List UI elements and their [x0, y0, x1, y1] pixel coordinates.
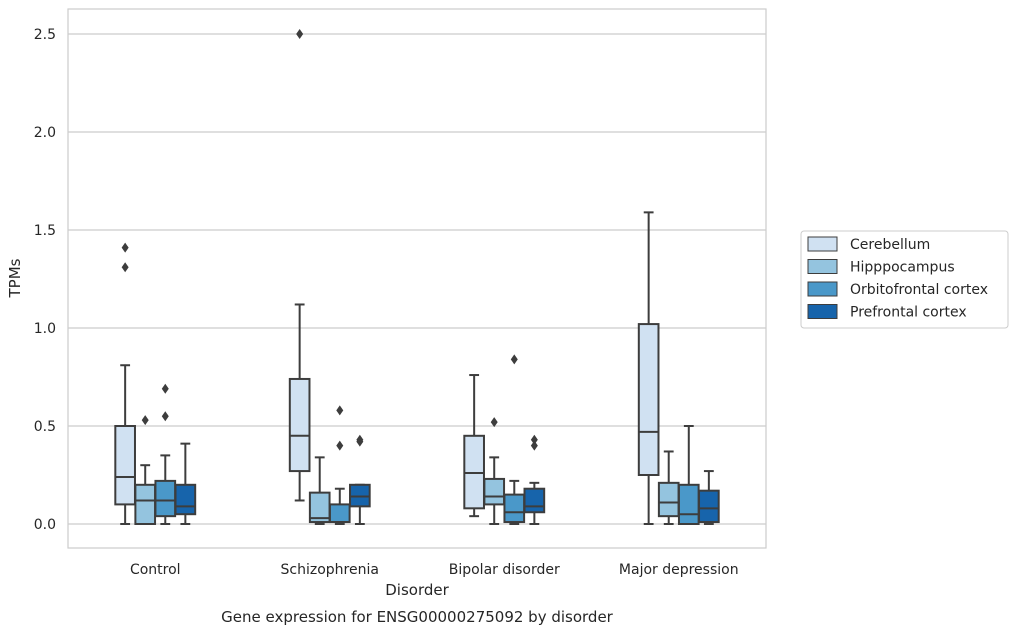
box — [463, 374, 485, 518]
box-iqr — [483, 477, 506, 506]
box-iqr — [657, 481, 680, 518]
box-iqr — [698, 489, 720, 524]
legend-frame — [800, 230, 1009, 329]
series-cerebellum — [114, 29, 660, 525]
legend-swatch — [807, 236, 838, 252]
box-iqr — [523, 487, 546, 514]
y-tick-label: 0.5 — [34, 419, 56, 435]
x-axis-title: Disorder — [385, 581, 449, 599]
box-iqr — [288, 377, 311, 473]
series-orbitofrontal-cortex — [154, 354, 700, 525]
legend-swatch — [807, 281, 838, 297]
outlier-point — [530, 434, 538, 445]
outlier-point — [121, 262, 129, 273]
outlier-point — [336, 440, 344, 451]
box-iqr — [328, 503, 351, 524]
legend-swatch — [807, 304, 838, 319]
y-tick-label: 1.5 — [34, 223, 56, 239]
x-tick-label: Major depression — [619, 562, 739, 578]
outlier-point — [510, 354, 518, 365]
box — [657, 450, 680, 525]
box — [637, 211, 660, 525]
box — [114, 242, 136, 525]
outlier-point — [161, 411, 169, 422]
box-iqr — [134, 483, 157, 525]
box — [174, 442, 197, 525]
box-iqr — [174, 483, 197, 516]
box-iqr — [637, 323, 660, 476]
box-iqr — [154, 479, 177, 518]
legend-label: Hipppocampus — [850, 260, 955, 276]
x-tick-label: Schizophrenia — [281, 562, 379, 578]
y-axis-ticks: 0.0 0.5 1.0 1.5 2.0 2.5 — [34, 27, 56, 533]
outlier-point — [141, 415, 149, 426]
box-iqr — [503, 493, 526, 524]
y-axis-title: TPMs — [6, 258, 24, 298]
legend: Cerebellum Hipppocampus Orbitofrontal cort… — [800, 230, 1009, 329]
box-iqr — [114, 425, 136, 506]
legend-label: Prefrontal cortex — [850, 305, 967, 321]
y-tick-label: 2.0 — [34, 125, 56, 141]
outlier-point — [296, 29, 304, 39]
outlier-point — [121, 242, 129, 253]
box — [698, 470, 720, 525]
box — [134, 415, 157, 525]
outlier-point — [336, 405, 344, 416]
series-hipppocampus — [134, 415, 680, 525]
y-tick-label: 1.0 — [34, 321, 56, 337]
legend-label: Orbitofrontal cortex — [850, 282, 988, 298]
box — [308, 456, 331, 525]
y-tick-label: 2.5 — [34, 27, 56, 43]
y-tick-label: 0.0 — [34, 517, 56, 533]
plot-area-frame — [67, 8, 767, 549]
box — [523, 434, 546, 525]
box — [503, 354, 526, 525]
box — [328, 405, 351, 525]
x-axis-ticks: Control Schizophrenia Bipolar disorder Majo… — [130, 562, 739, 578]
x-tick-label: Control — [130, 562, 181, 578]
outlier-point — [161, 383, 169, 394]
box-iqr — [677, 483, 700, 525]
box — [349, 434, 371, 525]
outlier-point — [356, 434, 364, 445]
box — [483, 417, 506, 525]
box — [288, 29, 311, 502]
box — [677, 425, 700, 525]
series-prefrontal-cortex — [174, 434, 720, 525]
legend-swatch — [807, 259, 838, 274]
outlier-point — [530, 440, 538, 451]
x-tick-label: Bipolar disorder — [449, 562, 560, 578]
legend-label: Cerebellum — [850, 237, 930, 253]
grid-lines — [68, 33, 766, 525]
box — [154, 383, 177, 525]
outlier-point — [490, 417, 498, 428]
chart-caption: Gene expression for ENSG00000275092 by d… — [221, 608, 614, 626]
box-series — [114, 29, 720, 525]
